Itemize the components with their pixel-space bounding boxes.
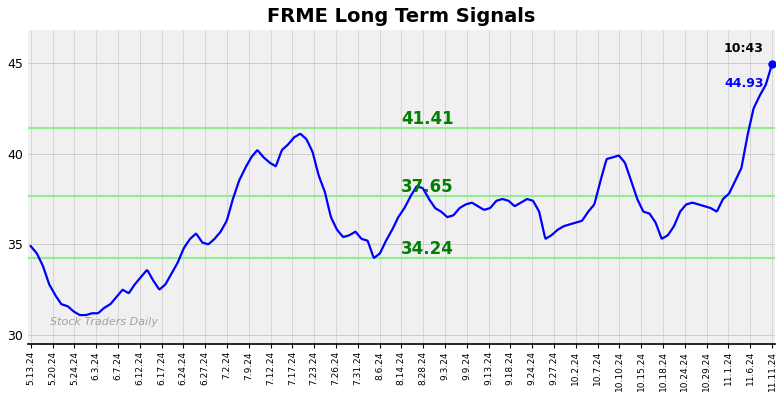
Text: 41.41: 41.41 — [401, 110, 454, 128]
Text: 10:43: 10:43 — [724, 42, 764, 55]
Text: Stock Traders Daily: Stock Traders Daily — [50, 317, 158, 327]
Text: 37.65: 37.65 — [401, 178, 454, 196]
Text: 34.24: 34.24 — [401, 240, 454, 258]
Text: 44.93: 44.93 — [724, 77, 764, 90]
Title: FRME Long Term Signals: FRME Long Term Signals — [267, 7, 535, 26]
